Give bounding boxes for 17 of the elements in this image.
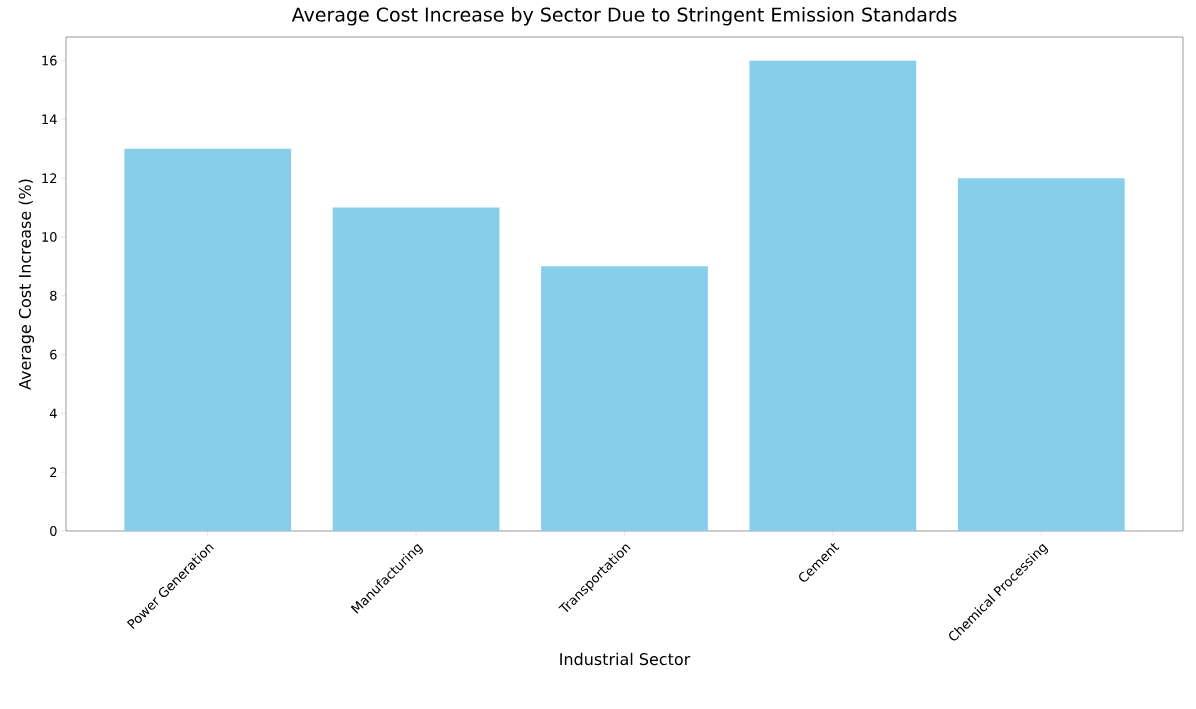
y-tick-label: 6 (50, 349, 57, 360)
y-tick-label: 8 (50, 290, 57, 301)
bar (957, 178, 1125, 531)
bar (749, 60, 917, 531)
y-axis-title: Average Cost Increase (%) (18, 179, 35, 390)
y-tick-label: 4 (49, 408, 57, 419)
y-tick-label: 14 (42, 114, 57, 125)
bar (541, 266, 708, 531)
y-tick-label: 0 (50, 526, 57, 536)
bar (124, 148, 292, 531)
y-tick-label: 2 (50, 467, 57, 477)
y-tick-label: 10 (42, 232, 57, 242)
bar (332, 207, 500, 531)
chart-title: Average Cost Increase by Sector Due to Stringent Emission Standards (291, 7, 957, 26)
x-axis-title: Industrial Sector (560, 652, 691, 666)
y-tick-label: 16 (42, 55, 57, 66)
y-tick-label: 12 (42, 173, 57, 183)
